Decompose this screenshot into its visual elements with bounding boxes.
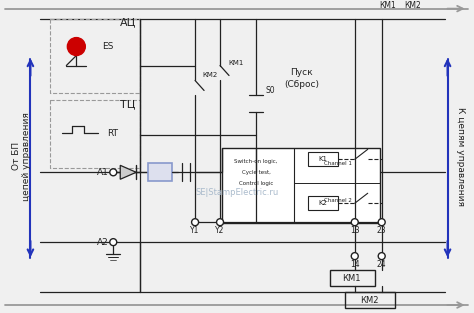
Text: КМ1: КМ1	[228, 59, 244, 65]
Text: Cycle test,: Cycle test,	[242, 170, 270, 175]
Circle shape	[351, 253, 358, 259]
Text: От БП: От БП	[12, 142, 21, 170]
Text: Y1: Y1	[191, 226, 200, 235]
Text: K1: K1	[319, 156, 328, 162]
Text: Channel 2: Channel 2	[324, 198, 352, 203]
Bar	[50, 18, 140, 94]
Text: КМ2: КМ2	[360, 295, 379, 305]
Bar	[330, 270, 375, 286]
Circle shape	[110, 169, 117, 176]
Circle shape	[351, 219, 358, 226]
Text: S0: S0	[265, 86, 275, 95]
Text: КМ1: КМ1	[343, 274, 361, 283]
Text: цепей управления: цепей управления	[22, 112, 31, 201]
Text: A1: A1	[97, 168, 109, 177]
Text: A2: A2	[97, 238, 109, 247]
Text: ТЦ: ТЦ	[120, 100, 136, 110]
Text: 14: 14	[350, 259, 360, 269]
Text: КМ1: КМ1	[379, 1, 396, 10]
Bar	[308, 152, 338, 166]
Text: K2: K2	[319, 200, 327, 206]
Text: 13: 13	[350, 226, 360, 235]
Text: Пуск: Пуск	[291, 68, 313, 77]
Text: Y2: Y2	[215, 226, 225, 235]
Bar	[308, 196, 338, 210]
Circle shape	[67, 38, 85, 55]
Bar	[50, 100, 140, 168]
Text: SE|StampElectric.ru: SE|StampElectric.ru	[195, 188, 279, 197]
Circle shape	[110, 239, 117, 246]
Text: АЦ: АЦ	[120, 18, 137, 28]
Circle shape	[378, 253, 385, 259]
Circle shape	[217, 219, 224, 226]
Text: (Сброс): (Сброс)	[284, 80, 319, 89]
Bar	[345, 292, 395, 308]
Bar	[148, 163, 172, 181]
Text: Control logic: Control logic	[239, 181, 273, 186]
Circle shape	[378, 219, 385, 226]
Text: 24: 24	[377, 259, 386, 269]
Text: ES: ES	[102, 42, 114, 51]
Text: RT: RT	[107, 129, 118, 138]
Text: Switch-on logic,: Switch-on logic,	[234, 159, 278, 164]
Text: КМ2: КМ2	[404, 1, 421, 10]
Text: К цепям управления: К цепям управления	[456, 107, 465, 206]
Polygon shape	[120, 165, 136, 179]
Text: КМ2: КМ2	[202, 73, 218, 79]
Circle shape	[191, 219, 199, 226]
Text: 23: 23	[377, 226, 386, 235]
Bar	[222, 148, 380, 223]
Text: Channel 1: Channel 1	[324, 161, 352, 166]
